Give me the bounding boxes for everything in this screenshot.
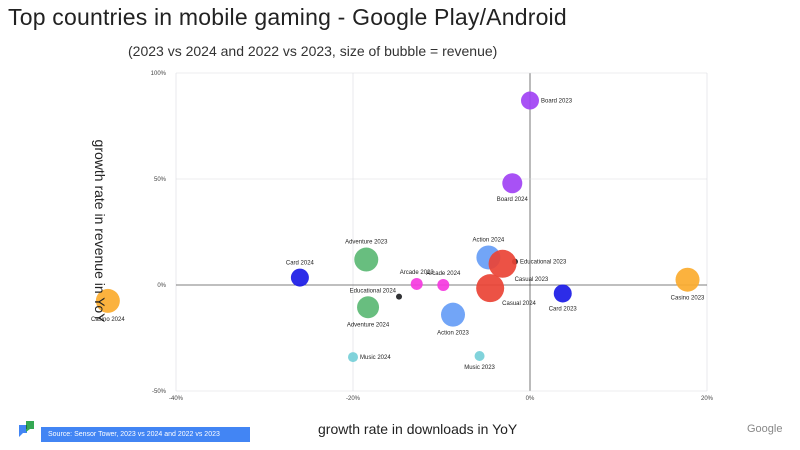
bubble-board-2024 <box>502 173 523 194</box>
bubble-educational-2024 <box>396 293 403 300</box>
source-note: Source: Sensor Tower, 2023 vs 2024 and 2… <box>41 427 250 442</box>
bubble-adventure-2024 <box>357 296 380 319</box>
bubble-casual-2024 <box>476 274 505 303</box>
chart-tick-labels: -40% -20% 0% 20% -50% 0% 50% 100% <box>151 71 714 402</box>
bubble-card-2023 <box>553 284 572 303</box>
slides-logo-icon <box>17 419 37 439</box>
bubble-music-2023 <box>474 351 485 362</box>
x-tick-label: 0% <box>526 396 535 402</box>
point-label-casino-2023: Casino 2023 <box>671 296 705 302</box>
bubble-casual-2023 <box>488 249 517 278</box>
y-tick-label: -50% <box>152 389 167 395</box>
point-label-casual-2024: Casual 2024 <box>502 301 536 307</box>
point-label-card-2023: Card 2023 <box>549 306 578 312</box>
bubble-card-2024 <box>290 268 309 287</box>
y-tick-label: 100% <box>151 71 167 77</box>
point-label-adventure-2024: Adventure 2024 <box>347 322 390 328</box>
point-label-casino-2024: Casino 2024 <box>91 317 125 323</box>
google-brand-text: Google <box>747 423 783 435</box>
point-label-music-2024: Music 2024 <box>360 355 391 361</box>
point-label-arcade-2024: Arcade 2024 <box>426 271 461 277</box>
point-label-educational-2023: Educational 2023 <box>520 260 567 266</box>
x-tick-label: -20% <box>346 396 361 402</box>
bubble-board-2023 <box>521 91 539 110</box>
point-label-casual-2023: Casual 2023 <box>515 277 549 283</box>
chart-subtitle: (2023 vs 2024 and 2022 vs 2023, size of … <box>128 43 498 59</box>
bubble-arcade-2024 <box>437 279 450 291</box>
chart-bubbles <box>95 91 700 363</box>
point-label-board-2024: Board 2024 <box>497 197 529 203</box>
y-tick-label: 0% <box>157 283 166 289</box>
point-label-action-2024: Action 2024 <box>473 237 505 243</box>
point-label-educational-2024: Educational 2024 <box>350 289 397 295</box>
chart-title: Top countries in mobile gaming - Google … <box>8 4 567 30</box>
point-label-adventure-2023: Adventure 2023 <box>345 240 388 246</box>
chart-gridlines <box>175 72 708 392</box>
x-tick-label: 20% <box>701 396 714 402</box>
point-label-arcade-2023: Arcade 2023 <box>400 270 435 276</box>
y-axis-label: growth rate in revenue in YoY <box>92 139 108 323</box>
x-tick-label: -40% <box>169 396 184 402</box>
bubble-adventure-2023 <box>354 247 379 272</box>
bubble-casino-2023 <box>675 267 700 292</box>
bubble-music-2024 <box>348 352 358 363</box>
bubble-action-2023 <box>441 302 466 327</box>
point-label-action-2023: Action 2023 <box>437 331 469 337</box>
bubble-casino-2024 <box>95 288 120 313</box>
bubble-arcade-2023 <box>410 277 423 290</box>
y-tick-label: 50% <box>154 177 167 183</box>
chart-point-labels: Board 2023 Board 2024 Adventure 2023 Action… <box>91 99 705 371</box>
x-axis-label: growth rate in downloads in YoY <box>318 421 518 437</box>
point-label-card-2024: Card 2024 <box>286 261 315 267</box>
point-label-music-2023: Music 2023 <box>464 365 495 371</box>
point-label-board-2023: Board 2023 <box>541 99 573 105</box>
